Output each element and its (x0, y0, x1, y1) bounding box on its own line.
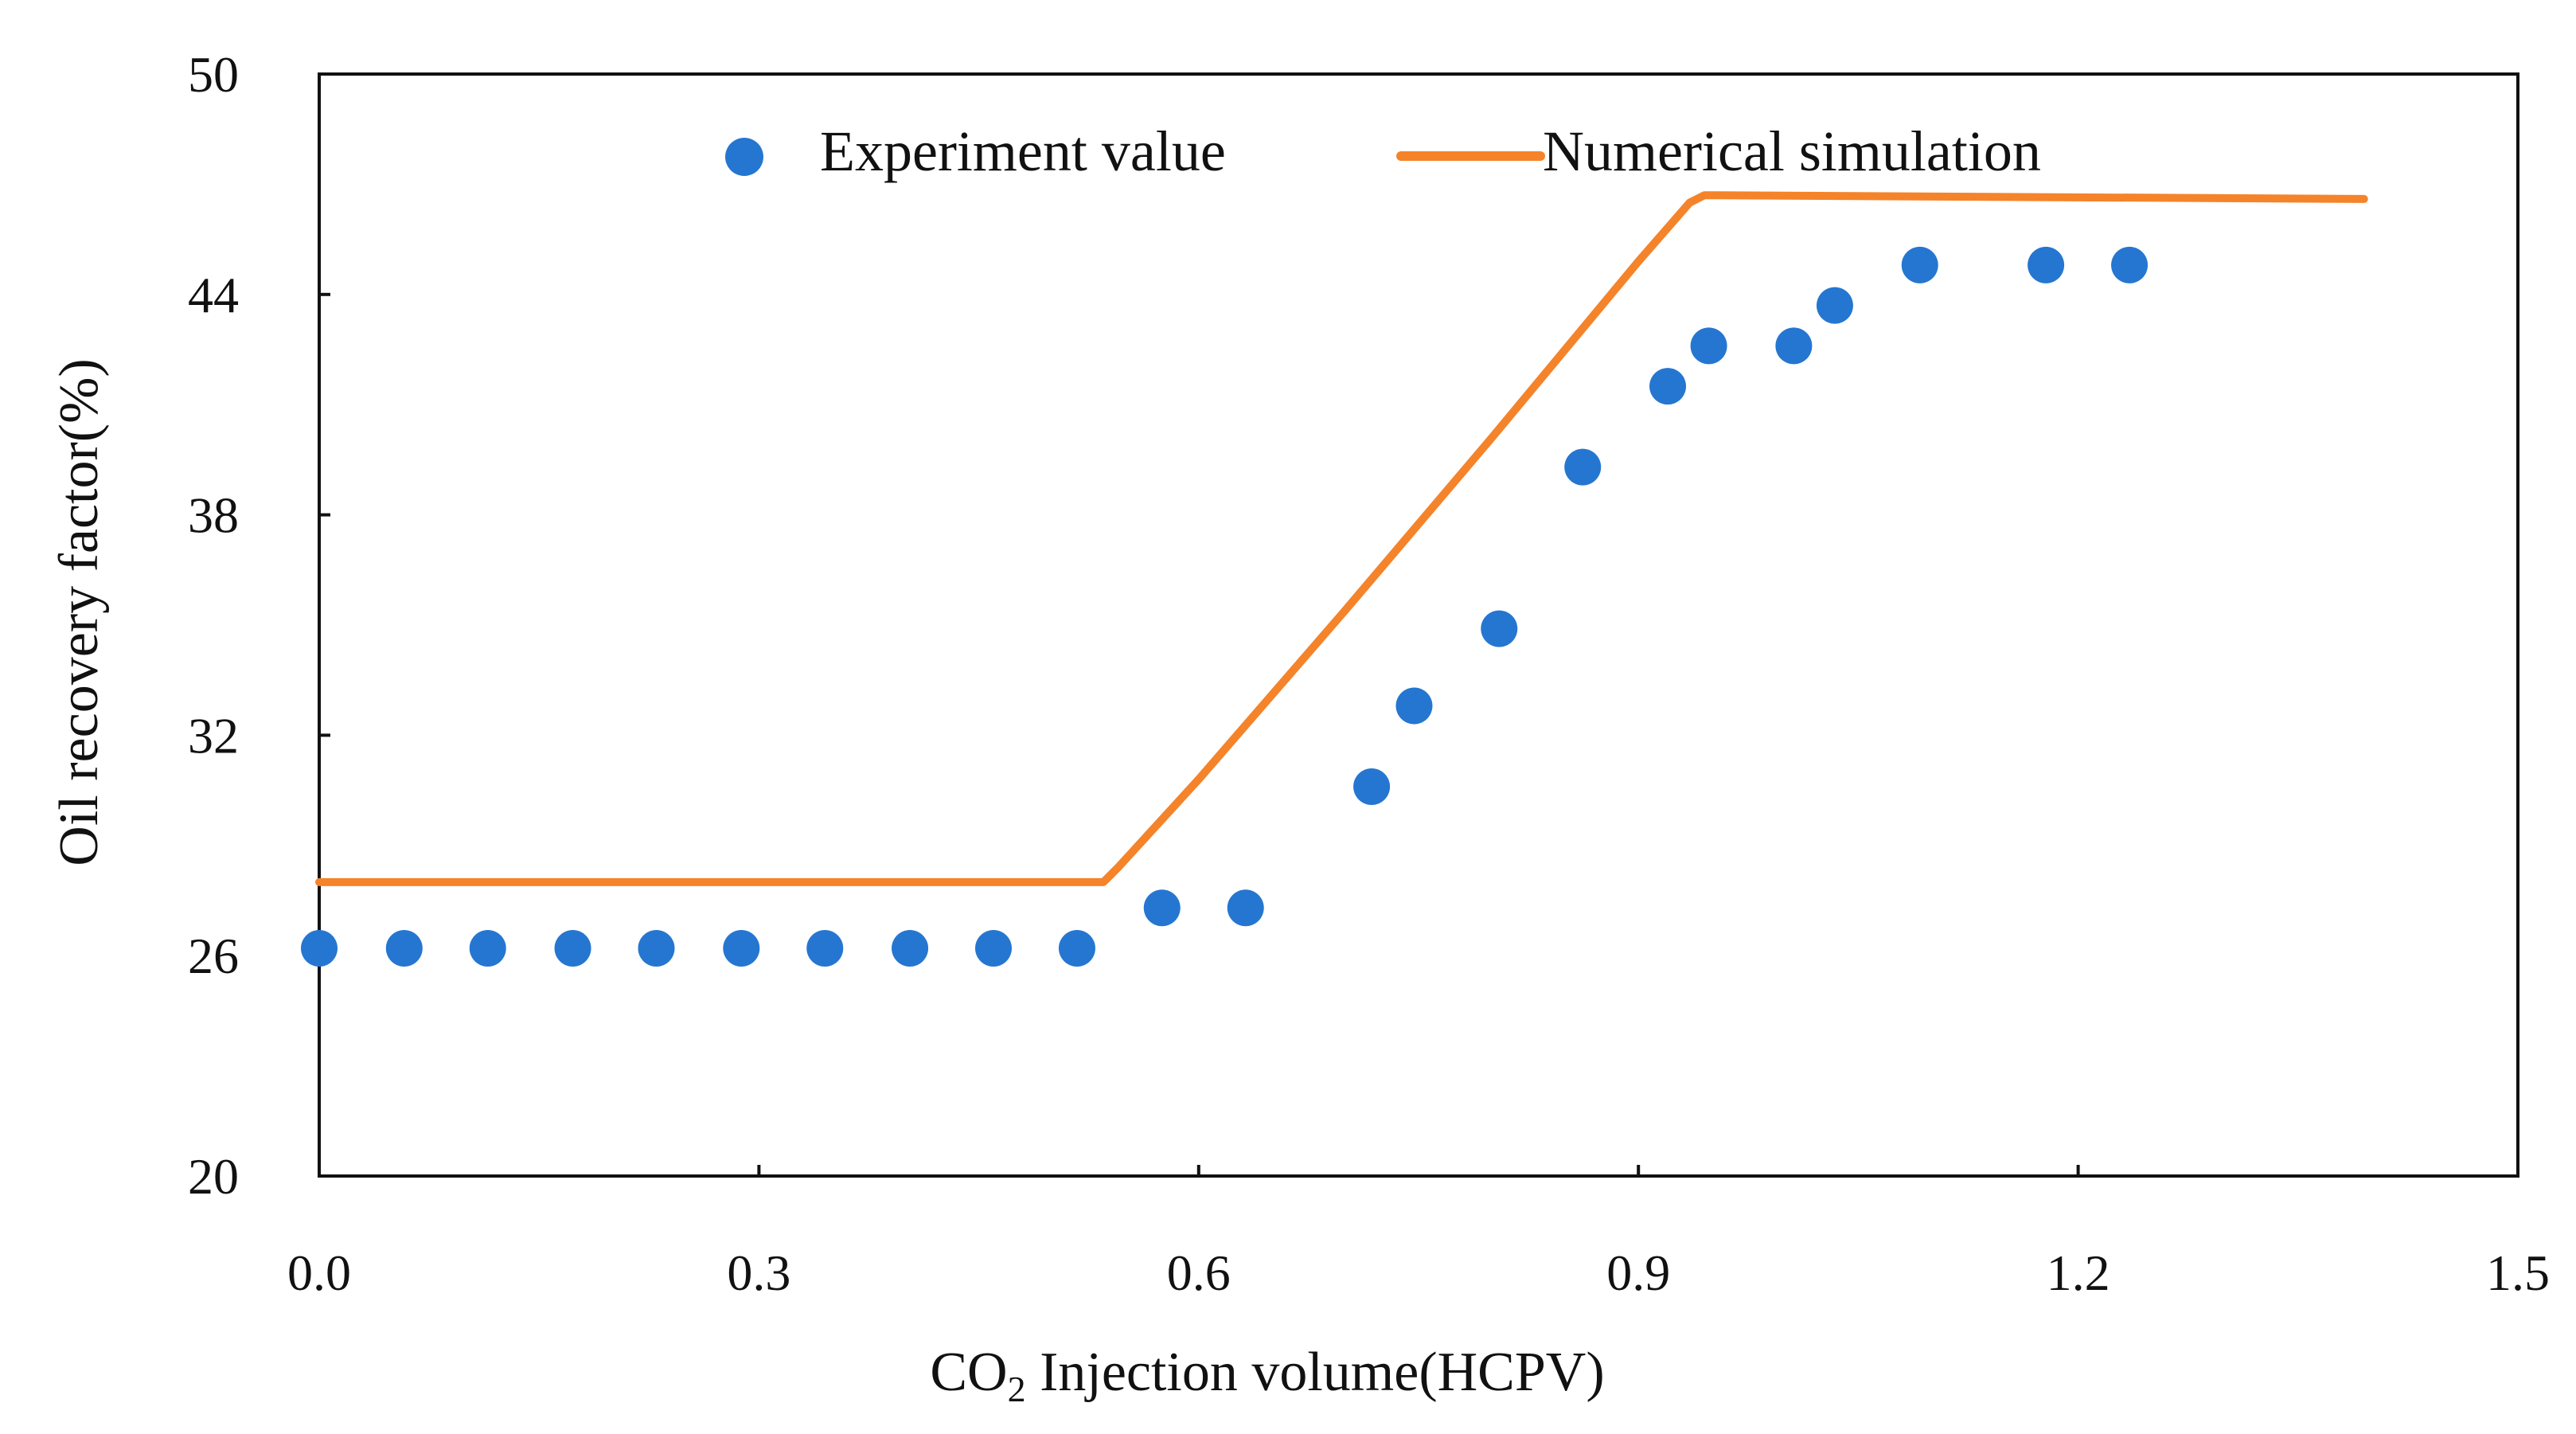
legend-label-experiment: Experiment value (820, 119, 1226, 183)
experiment-point (1481, 610, 1518, 647)
experiment-point (2028, 246, 2065, 283)
y-tick-label: 20 (188, 1148, 239, 1205)
x-tick-label: 1.5 (2486, 1244, 2550, 1301)
y-tick-label: 32 (188, 707, 239, 764)
plot-frame (318, 72, 2519, 1178)
experiment-point (469, 929, 506, 967)
experiment-point (806, 929, 844, 967)
x-tick-label: 0.9 (1606, 1244, 1670, 1301)
experiment-point (975, 929, 1013, 967)
simulation-line (315, 191, 2368, 886)
y-tick-label: 44 (188, 267, 239, 323)
x-axis-title: CO2 Injection volume(HCPV) (930, 1342, 1604, 1409)
x-tick-label: 0.6 (1167, 1244, 1231, 1301)
experiment-point (554, 929, 591, 967)
experiment-point (723, 929, 760, 967)
experiment-point (2111, 246, 2149, 283)
experiment-point (1395, 687, 1433, 725)
experiment-point (638, 929, 675, 967)
legend-label-simulation: Numerical simulation (1543, 119, 2041, 183)
experiment-point (1816, 287, 1853, 324)
y-tick-label: 38 (188, 487, 239, 544)
experiment-point (1901, 246, 1938, 283)
x-axis-title-subscript: 2 (1008, 1369, 1026, 1409)
experiment-point (1143, 889, 1181, 927)
experiment-point (892, 929, 929, 967)
experiment-point (1227, 889, 1264, 927)
x-axis-title-suffix: Injection volume(HCPV) (1026, 1342, 1605, 1403)
experiment-point (1649, 368, 1687, 405)
experiment-point (301, 929, 338, 967)
experiment-point (385, 929, 423, 967)
experiment-point (1564, 448, 1602, 486)
x-axis-title-prefix: CO (930, 1342, 1007, 1403)
y-axis-title: Oil recovery factor(%) (49, 358, 110, 865)
x-tick-label: 0.0 (287, 1244, 351, 1301)
experiment-point (1353, 768, 1391, 805)
y-tick-label: 26 (188, 928, 239, 984)
x-tick-label: 0.3 (727, 1244, 790, 1301)
x-tick-label: 1.2 (2047, 1244, 2110, 1301)
legend-marker-experiment (725, 138, 763, 176)
experiment-point (1058, 929, 1095, 967)
experiment-point (1690, 327, 1727, 365)
experiment-point (1775, 327, 1813, 365)
y-tick-label: 50 (188, 46, 239, 103)
